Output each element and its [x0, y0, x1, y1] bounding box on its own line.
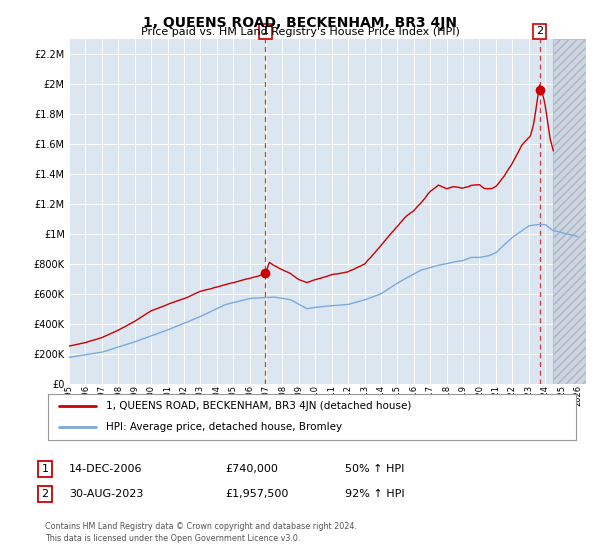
Text: £1,957,500: £1,957,500	[225, 489, 289, 499]
Text: 2: 2	[41, 489, 49, 499]
Text: 2: 2	[536, 26, 543, 36]
Text: £740,000: £740,000	[225, 464, 278, 474]
Text: 1: 1	[262, 26, 269, 36]
Text: 92% ↑ HPI: 92% ↑ HPI	[345, 489, 404, 499]
Text: 50% ↑ HPI: 50% ↑ HPI	[345, 464, 404, 474]
Text: HPI: Average price, detached house, Bromley: HPI: Average price, detached house, Brom…	[106, 422, 342, 432]
Text: 14-DEC-2006: 14-DEC-2006	[69, 464, 143, 474]
Text: 1, QUEENS ROAD, BECKENHAM, BR3 4JN (detached house): 1, QUEENS ROAD, BECKENHAM, BR3 4JN (deta…	[106, 401, 412, 411]
Text: 1, QUEENS ROAD, BECKENHAM, BR3 4JN: 1, QUEENS ROAD, BECKENHAM, BR3 4JN	[143, 16, 457, 30]
Bar	[553, 39, 600, 384]
Text: 30-AUG-2023: 30-AUG-2023	[69, 489, 143, 499]
Text: Contains HM Land Registry data © Crown copyright and database right 2024.
This d: Contains HM Land Registry data © Crown c…	[45, 522, 357, 543]
Text: 1: 1	[41, 464, 49, 474]
Text: Price paid vs. HM Land Registry's House Price Index (HPI): Price paid vs. HM Land Registry's House …	[140, 27, 460, 37]
